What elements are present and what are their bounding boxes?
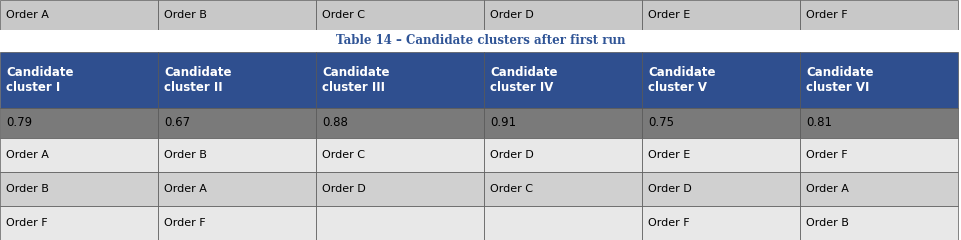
Text: 0.88: 0.88	[322, 116, 348, 130]
Text: Order B: Order B	[6, 184, 49, 194]
Text: Order D: Order D	[489, 10, 533, 20]
Text: Order F: Order F	[163, 218, 206, 228]
Bar	[641, 138, 800, 172]
Text: Order D: Order D	[489, 150, 533, 160]
Bar	[158, 172, 315, 206]
Text: Candidate
cluster IV: Candidate cluster IV	[489, 66, 557, 94]
Text: Order F: Order F	[6, 218, 48, 228]
Bar	[315, 52, 483, 108]
Text: Order D: Order D	[322, 184, 365, 194]
Bar	[158, 138, 315, 172]
Bar	[641, 172, 800, 206]
Text: Order C: Order C	[489, 184, 532, 194]
Text: Order C: Order C	[322, 150, 364, 160]
Bar	[158, 0, 315, 30]
Bar	[483, 172, 641, 206]
Bar	[0, 52, 158, 108]
Bar	[0, 206, 158, 240]
Bar	[641, 0, 800, 30]
Text: Order B: Order B	[805, 218, 848, 228]
Text: Order B: Order B	[163, 150, 207, 160]
Bar	[800, 206, 957, 240]
Bar	[483, 52, 641, 108]
Bar	[315, 172, 483, 206]
Bar	[158, 206, 315, 240]
Text: Order F: Order F	[805, 150, 847, 160]
Bar	[800, 172, 957, 206]
Text: Candidate
cluster VI: Candidate cluster VI	[805, 66, 873, 94]
Text: Candidate
cluster I: Candidate cluster I	[6, 66, 73, 94]
Bar	[0, 172, 158, 206]
Text: Order F: Order F	[805, 10, 847, 20]
Bar	[641, 206, 800, 240]
Text: Order E: Order E	[648, 150, 690, 160]
Text: 0.67: 0.67	[163, 116, 190, 130]
Bar	[483, 0, 641, 30]
Text: Candidate
cluster II: Candidate cluster II	[163, 66, 232, 94]
Bar	[0, 30, 961, 52]
Text: Order D: Order D	[648, 184, 691, 194]
Bar	[315, 206, 483, 240]
Text: 0.81: 0.81	[805, 116, 831, 130]
Bar	[315, 108, 483, 138]
Bar	[800, 52, 957, 108]
Bar	[483, 138, 641, 172]
Text: Candidate
cluster III: Candidate cluster III	[322, 66, 389, 94]
Bar	[0, 108, 158, 138]
Text: Order A: Order A	[805, 184, 848, 194]
Bar	[800, 0, 957, 30]
Text: Candidate
cluster V: Candidate cluster V	[648, 66, 715, 94]
Text: 0.75: 0.75	[648, 116, 674, 130]
Text: Table 14 – Candidate clusters after first run: Table 14 – Candidate clusters after firs…	[336, 35, 625, 48]
Text: Order A: Order A	[6, 150, 49, 160]
Bar	[483, 108, 641, 138]
Bar	[641, 52, 800, 108]
Bar	[158, 52, 315, 108]
Bar	[315, 138, 483, 172]
Text: Order A: Order A	[6, 10, 49, 20]
Text: Order B: Order B	[163, 10, 207, 20]
Bar	[0, 138, 158, 172]
Text: 0.79: 0.79	[6, 116, 32, 130]
Bar	[483, 206, 641, 240]
Text: 0.91: 0.91	[489, 116, 516, 130]
Bar	[315, 0, 483, 30]
Bar	[800, 138, 957, 172]
Text: Order E: Order E	[648, 10, 690, 20]
Bar	[158, 108, 315, 138]
Bar	[0, 0, 158, 30]
Bar	[800, 108, 957, 138]
Text: Order C: Order C	[322, 10, 364, 20]
Text: Order A: Order A	[163, 184, 207, 194]
Text: Order F: Order F	[648, 218, 689, 228]
Bar	[641, 108, 800, 138]
